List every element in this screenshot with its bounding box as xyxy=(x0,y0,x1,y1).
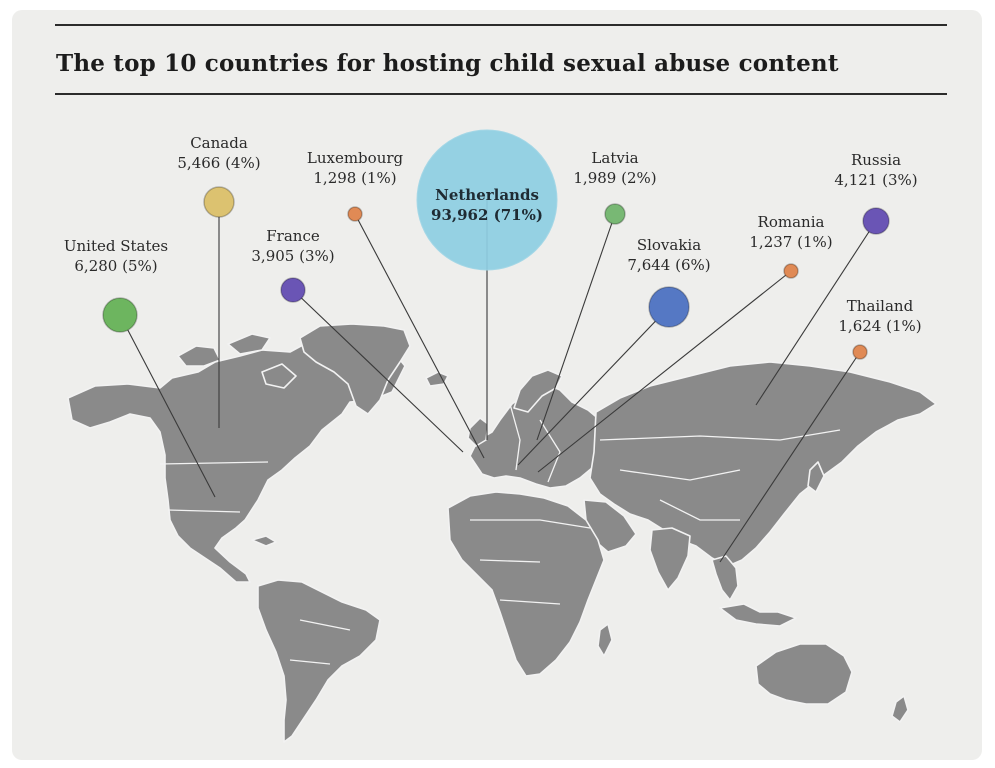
bubble-romania xyxy=(783,263,799,279)
label-russia: Russia 4,121 (3%) xyxy=(834,150,917,190)
country-value: 5,466 (4%) xyxy=(177,154,261,172)
country-value: 93,962 (71%) xyxy=(431,206,543,224)
bubble-russia xyxy=(862,207,890,235)
land-south-america xyxy=(257,579,381,743)
country-value: 1,624 (1%) xyxy=(838,317,922,335)
bubble-france xyxy=(280,277,306,303)
country-name: Thailand xyxy=(846,297,914,315)
leader-line-latvia xyxy=(536,213,616,441)
infographic-title: The top 10 countries for hosting child s… xyxy=(56,50,839,77)
country-value: 1,298 (1%) xyxy=(313,169,397,187)
label-latvia: Latvia 1,989 (2%) xyxy=(573,148,656,188)
country-name: Luxembourg xyxy=(306,149,404,167)
label-united-states: United States 6,280 (5%) xyxy=(64,236,168,276)
land-new-zealand xyxy=(891,695,909,723)
land-asia xyxy=(589,361,937,567)
country-value: 1,989 (2%) xyxy=(573,169,657,187)
land-masses xyxy=(67,323,937,743)
leader-line-romania xyxy=(537,270,792,473)
land-india xyxy=(649,527,691,591)
country-value: 1,237 (1%) xyxy=(749,233,833,251)
land-japan xyxy=(807,461,825,493)
country-name: Netherlands xyxy=(435,186,539,204)
top-rule xyxy=(55,24,947,26)
country-bubbles xyxy=(102,129,890,360)
country-name: Latvia xyxy=(591,149,639,167)
land-uk xyxy=(467,417,489,447)
land-southeast-asia xyxy=(711,555,739,601)
bubble-united-states xyxy=(102,297,138,333)
country-name: Slovakia xyxy=(636,236,702,254)
land-scandinavia xyxy=(513,369,563,413)
country-value: 4,121 (3%) xyxy=(834,171,918,189)
country-value: 7,644 (6%) xyxy=(627,256,711,274)
leader-line-france xyxy=(292,289,464,453)
country-name: United States xyxy=(63,237,169,255)
leader-line-united-states xyxy=(119,314,216,498)
bubble-netherlands xyxy=(416,129,558,271)
bubble-thailand xyxy=(852,344,868,360)
leader-lines xyxy=(119,200,877,563)
label-france: France 3,905 (3%) xyxy=(251,226,334,266)
country-name: Russia xyxy=(850,151,902,169)
leader-line-thailand xyxy=(719,351,861,563)
label-slovakia: Slovakia 7,644 (6%) xyxy=(627,235,710,275)
land-australia xyxy=(755,643,853,705)
label-netherlands: Netherlands 93,962 (71%) xyxy=(431,185,543,225)
bubble-luxembourg xyxy=(347,206,363,222)
land-africa xyxy=(447,491,605,677)
land-arctic-islands xyxy=(177,345,221,367)
label-romania: Romania 1,237 (1%) xyxy=(749,212,832,252)
country-borders xyxy=(159,403,841,665)
land-greenland xyxy=(299,323,411,415)
country-name: Romania xyxy=(757,213,825,231)
land-indonesia xyxy=(719,603,797,627)
land-madagascar xyxy=(597,623,613,657)
country-value: 6,280 (5%) xyxy=(74,257,158,275)
bubble-canada xyxy=(203,186,235,218)
label-luxembourg: Luxembourg 1,298 (1%) xyxy=(307,148,403,188)
leader-line-slovakia xyxy=(517,306,670,466)
label-canada: Canada 5,466 (4%) xyxy=(177,133,260,173)
bubble-latvia xyxy=(604,203,626,225)
land-iceland xyxy=(425,371,449,387)
label-thailand: Thailand 1,624 (1%) xyxy=(838,296,921,336)
land-caribbean xyxy=(251,535,277,547)
title-rule xyxy=(55,93,947,95)
country-value: 3,905 (3%) xyxy=(251,247,335,265)
bubble-slovakia xyxy=(648,286,690,328)
country-name: Canada xyxy=(190,134,248,152)
leader-line-luxembourg xyxy=(354,213,485,459)
country-name: France xyxy=(266,227,320,245)
leader-line-russia xyxy=(755,220,877,406)
